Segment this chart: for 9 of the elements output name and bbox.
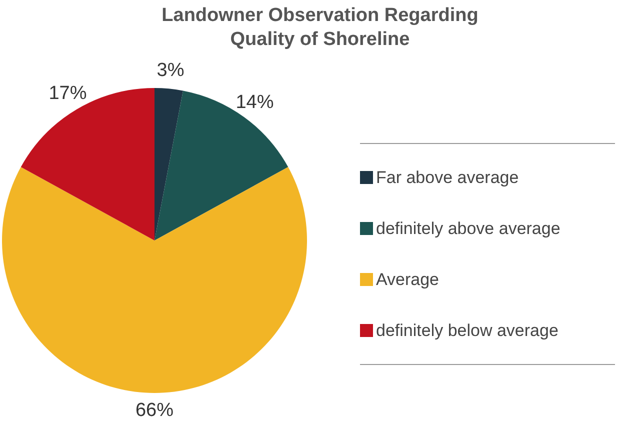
legend-label: definitely below average	[376, 320, 558, 340]
data-label: 66%	[135, 400, 174, 422]
legend-label: Far above average	[376, 168, 519, 188]
legend-label: Average	[376, 270, 440, 290]
data-label: 3%	[156, 60, 184, 81]
legend-label: definitely above average	[376, 218, 560, 238]
data-label: 17%	[48, 82, 87, 104]
data-label: 14%	[236, 92, 274, 113]
chart-title: Landowner Observation Regarding Quality of Shoreline	[160, 4, 480, 52]
